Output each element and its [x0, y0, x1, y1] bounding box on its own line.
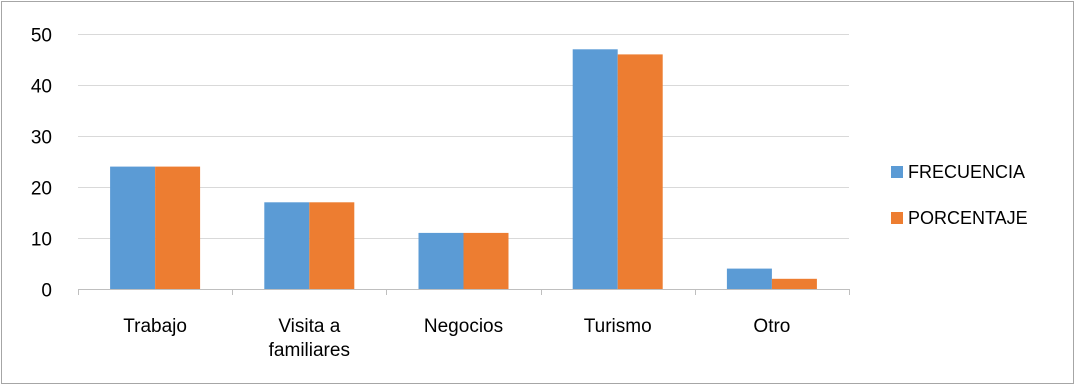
x-category-label: Otro [753, 316, 790, 337]
y-tick-label: 40 [31, 77, 52, 98]
x-category-label-line: Turismo [584, 316, 652, 337]
y-tick-label: 50 [31, 26, 52, 47]
y-tick-label: 30 [31, 128, 52, 149]
y-tick-label: 20 [31, 179, 52, 200]
y-tick-label: 10 [31, 230, 52, 251]
x-category-label-line: Negocios [424, 316, 503, 337]
bar-frecuencia-1 [264, 202, 310, 289]
bar-frecuencia-0 [110, 166, 156, 289]
legend: FRECUENCIA PORCENTAJE [891, 162, 1028, 228]
x-category-label-line: familiares [269, 340, 350, 361]
bar-frecuencia-3 [572, 49, 618, 289]
legend-swatch-frecuencia [891, 166, 903, 178]
bars [110, 49, 817, 290]
bar-frecuencia-4 [726, 268, 772, 289]
x-category-label: Turismo [584, 316, 652, 337]
legend-label: FRECUENCIA [908, 162, 1025, 182]
x-category-label-line: Trabajo [123, 316, 187, 337]
y-tick-label: 0 [41, 281, 52, 302]
x-category-label-line: Otro [753, 316, 790, 337]
bar-porcentaje-1 [309, 202, 355, 289]
legend-swatch-porcentaje [891, 212, 903, 224]
bar-porcentaje-3 [617, 54, 663, 290]
bar-frecuencia-2 [418, 232, 464, 289]
bar-porcentaje-4 [771, 278, 817, 289]
x-category-label: Negocios [424, 316, 503, 337]
x-category-label: Trabajo [123, 316, 187, 337]
bar-porcentaje-2 [463, 232, 509, 289]
legend-label: PORCENTAJE [908, 208, 1028, 228]
gridlines [78, 34, 849, 239]
x-category-label-line: Visita a [278, 316, 340, 337]
bar-porcentaje-0 [155, 166, 201, 289]
x-category-label: Visita a familiares [269, 316, 350, 361]
axes: 0 10 20 30 40 50 Trabajo Visita a familiares Nego… [31, 26, 850, 361]
